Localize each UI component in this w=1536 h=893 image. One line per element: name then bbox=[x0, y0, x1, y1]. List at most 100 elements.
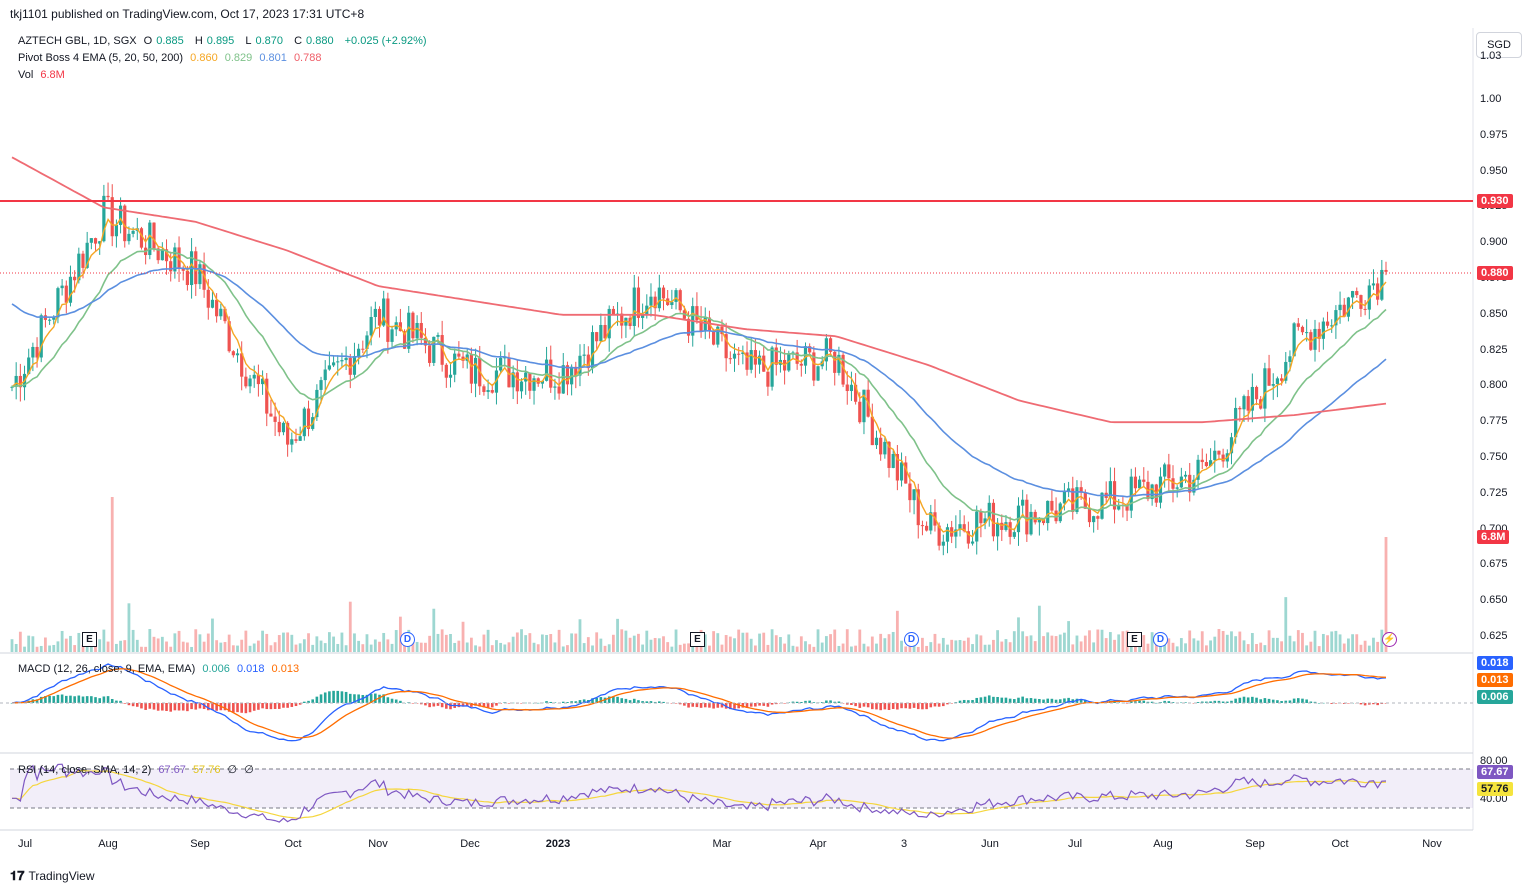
rsi-label: RSI (14, close, SMA, 14, 2) bbox=[18, 764, 152, 776]
candle-body bbox=[770, 347, 774, 387]
volume-bar bbox=[779, 637, 782, 652]
macd-hist-bar bbox=[290, 703, 294, 707]
macd-hist-bar bbox=[1267, 698, 1271, 703]
volume-bar bbox=[1205, 645, 1208, 652]
macd-hist-bar bbox=[1367, 703, 1371, 705]
candle-body bbox=[745, 352, 749, 370]
candle-body bbox=[1071, 488, 1075, 513]
dividend-marker[interactable]: D bbox=[904, 632, 919, 647]
volume-bar bbox=[1363, 640, 1367, 652]
macd-hist-bar bbox=[1063, 698, 1066, 703]
candle-body bbox=[127, 233, 131, 242]
macd-hist-bar bbox=[478, 703, 482, 707]
volume-bar bbox=[1012, 631, 1016, 652]
candle-body bbox=[499, 357, 503, 371]
volume-bar bbox=[762, 632, 766, 652]
candle-body bbox=[1305, 332, 1309, 334]
ema50-line bbox=[11, 267, 1387, 498]
macd-hist-bar bbox=[687, 703, 690, 708]
volume-bar bbox=[599, 638, 603, 652]
rsi-legend[interactable]: RSI (14, close, SMA, 14, 2) 67.67 57.76 … bbox=[18, 763, 258, 776]
macd-hist-bar bbox=[662, 701, 665, 703]
macd-hist-bar bbox=[465, 703, 469, 706]
volume-bar bbox=[357, 640, 361, 652]
macd-hist-bar bbox=[511, 702, 515, 704]
dividend-marker[interactable]: D bbox=[1153, 632, 1168, 647]
volume-bar bbox=[1050, 635, 1054, 652]
macd-hist-bar bbox=[733, 703, 736, 709]
volume-bar bbox=[169, 646, 173, 652]
volume-bar bbox=[687, 643, 690, 652]
volume-bar bbox=[645, 630, 649, 652]
ohlc-high: H 0.895 bbox=[194, 35, 235, 47]
dividend-marker[interactable]: D bbox=[400, 632, 415, 647]
earnings-marker[interactable]: E bbox=[1127, 632, 1142, 647]
volume-bar bbox=[649, 639, 653, 652]
macd-hist-bar bbox=[745, 703, 749, 708]
volume-bar bbox=[1146, 643, 1150, 652]
volume-bar bbox=[394, 630, 398, 652]
macd-legend[interactable]: MACD (12, 26, close, 9, EMA, EMA) 0.006 … bbox=[18, 663, 303, 675]
macd-hist-bar bbox=[106, 696, 110, 703]
volume-bar bbox=[1342, 643, 1346, 652]
tradingview-footer[interactable]: 𝟏𝟕 TradingView bbox=[10, 868, 95, 884]
volume-bar bbox=[666, 642, 670, 652]
volume-bar bbox=[1338, 634, 1342, 652]
currency-button[interactable]: SGD bbox=[1476, 32, 1522, 58]
rsi-ma-tag: 57.76 bbox=[1477, 782, 1513, 796]
earnings-marker[interactable]: E bbox=[690, 632, 705, 647]
symbol-title[interactable]: AZTECH GBL, 1D, SGX bbox=[18, 35, 137, 47]
candle-body bbox=[1342, 304, 1346, 317]
volume-bar bbox=[716, 633, 720, 652]
candle-body bbox=[432, 336, 436, 363]
volume-bar bbox=[1083, 635, 1087, 652]
price-tick: 0.725 bbox=[1480, 486, 1508, 499]
earnings-marker[interactable]: E bbox=[82, 632, 97, 647]
macd-hist-bar bbox=[1155, 702, 1158, 704]
volume-bar bbox=[1246, 644, 1250, 652]
macd-hist-bar bbox=[695, 703, 699, 708]
macd-hist-bar bbox=[461, 703, 465, 707]
macd-hist-bar bbox=[1004, 697, 1008, 703]
volume-bar bbox=[870, 636, 874, 652]
volume-bar bbox=[1255, 644, 1258, 652]
time-tick: Sep bbox=[190, 838, 210, 850]
candle-body bbox=[757, 355, 762, 365]
volume-bar bbox=[344, 645, 348, 652]
candle-body bbox=[118, 205, 123, 225]
macd-hist-bar bbox=[1276, 700, 1279, 703]
macd-hist-bar bbox=[649, 701, 653, 703]
volume-bar bbox=[1263, 645, 1267, 652]
candle-body bbox=[632, 287, 636, 327]
macd-hist-bar bbox=[937, 703, 941, 707]
volume-bar bbox=[937, 643, 941, 652]
macd-hist-bar bbox=[766, 703, 770, 707]
volume-bar bbox=[507, 642, 511, 652]
volume-bar bbox=[56, 641, 60, 652]
macd-hist-bar bbox=[399, 700, 402, 703]
split-lightning-icon[interactable]: ⚡ bbox=[1382, 632, 1397, 647]
candle-body bbox=[1183, 474, 1188, 477]
macd-hist-bar bbox=[912, 703, 916, 708]
macd-hist-bar bbox=[1013, 699, 1016, 703]
volume-bar bbox=[248, 645, 252, 652]
candle-body bbox=[586, 354, 590, 369]
macd-hist-bar bbox=[382, 694, 385, 703]
candle-body bbox=[1279, 378, 1284, 381]
ema-legend[interactable]: Pivot Boss 4 EMA (5, 20, 50, 200) 0.860 … bbox=[18, 52, 325, 64]
volume-legend[interactable]: Vol 6.8M bbox=[18, 69, 69, 81]
volume-bar bbox=[1188, 630, 1192, 652]
macd-hist-bar bbox=[833, 701, 837, 703]
macd-hist-bar bbox=[1242, 696, 1246, 703]
volume-bar bbox=[958, 640, 962, 652]
macd-label: MACD (12, 26, close, 9, EMA, EMA) bbox=[18, 663, 196, 675]
candle-body bbox=[286, 422, 290, 445]
candle-body bbox=[227, 321, 231, 352]
macd-hist-bar bbox=[77, 695, 81, 703]
candle-body bbox=[1046, 500, 1050, 524]
volume-bar bbox=[1213, 636, 1217, 652]
candle-body bbox=[816, 366, 820, 381]
candle-body bbox=[382, 298, 386, 326]
volume-bar bbox=[866, 646, 870, 652]
